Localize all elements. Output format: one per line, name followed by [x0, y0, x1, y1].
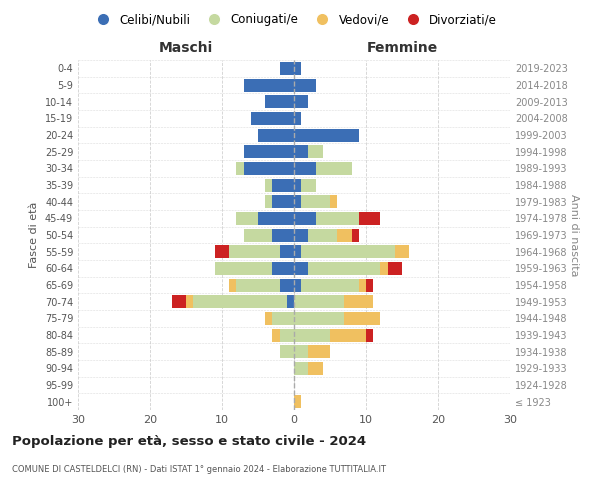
Bar	[272, 228, 294, 241]
Text: Popolazione per età, sesso e stato civile - 2024: Popolazione per età, sesso e stato civil…	[12, 435, 366, 448]
Bar	[294, 295, 344, 308]
Bar	[251, 112, 294, 125]
Bar	[388, 262, 402, 275]
Bar	[294, 262, 308, 275]
Bar	[359, 212, 380, 225]
Bar	[301, 278, 359, 291]
Bar	[316, 162, 352, 175]
Bar	[265, 195, 272, 208]
Bar	[265, 95, 294, 108]
Bar	[265, 312, 272, 325]
Bar	[294, 112, 301, 125]
Bar	[366, 328, 373, 342]
Text: Maschi: Maschi	[159, 41, 213, 55]
Bar	[280, 345, 294, 358]
Bar	[294, 212, 316, 225]
Bar	[294, 62, 301, 75]
Bar	[395, 245, 409, 258]
Bar	[294, 312, 344, 325]
Bar	[280, 245, 294, 258]
Bar	[308, 345, 330, 358]
Bar	[272, 195, 294, 208]
Bar	[272, 328, 280, 342]
Bar	[380, 262, 388, 275]
Bar	[294, 362, 308, 375]
Bar	[244, 228, 272, 241]
Bar	[294, 228, 308, 241]
Bar	[294, 278, 301, 291]
Bar	[316, 212, 359, 225]
Bar	[294, 78, 316, 92]
Bar	[308, 145, 323, 158]
Bar	[366, 278, 373, 291]
Bar	[236, 162, 244, 175]
Bar	[344, 295, 373, 308]
Bar	[186, 295, 193, 308]
Bar	[244, 78, 294, 92]
Bar	[294, 178, 301, 192]
Bar	[294, 162, 316, 175]
Bar	[294, 328, 330, 342]
Bar	[272, 178, 294, 192]
Bar	[244, 162, 294, 175]
Bar	[337, 228, 352, 241]
Bar	[258, 128, 294, 141]
Bar	[280, 328, 294, 342]
Bar	[308, 362, 323, 375]
Bar	[344, 312, 380, 325]
Bar	[308, 228, 337, 241]
Bar	[294, 195, 301, 208]
Bar	[308, 262, 380, 275]
Bar	[265, 178, 272, 192]
Bar	[272, 312, 294, 325]
Bar	[280, 278, 294, 291]
Y-axis label: Fasce di età: Fasce di età	[29, 202, 39, 268]
Bar	[236, 212, 258, 225]
Bar	[352, 228, 359, 241]
Bar	[330, 328, 366, 342]
Bar	[294, 345, 308, 358]
Bar	[280, 62, 294, 75]
Bar	[258, 212, 294, 225]
Legend: Celibi/Nubili, Coniugati/e, Vedovi/e, Divorziati/e: Celibi/Nubili, Coniugati/e, Vedovi/e, Di…	[86, 8, 502, 31]
Y-axis label: Anni di nascita: Anni di nascita	[569, 194, 579, 276]
Bar	[294, 395, 301, 408]
Bar	[294, 145, 308, 158]
Bar	[229, 245, 280, 258]
Bar	[301, 195, 330, 208]
Bar	[359, 278, 366, 291]
Bar	[244, 145, 294, 158]
Bar	[287, 295, 294, 308]
Bar	[301, 245, 395, 258]
Bar	[215, 262, 272, 275]
Bar	[236, 278, 280, 291]
Bar	[294, 128, 359, 141]
Bar	[172, 295, 186, 308]
Bar	[193, 295, 287, 308]
Bar	[272, 262, 294, 275]
Bar	[330, 195, 337, 208]
Bar	[294, 245, 301, 258]
Bar	[229, 278, 236, 291]
Bar	[215, 245, 229, 258]
Text: COMUNE DI CASTELDELCI (RN) - Dati ISTAT 1° gennaio 2024 - Elaborazione TUTTITALI: COMUNE DI CASTELDELCI (RN) - Dati ISTAT …	[12, 465, 386, 474]
Bar	[301, 178, 316, 192]
Bar	[294, 95, 308, 108]
Text: Femmine: Femmine	[367, 41, 437, 55]
